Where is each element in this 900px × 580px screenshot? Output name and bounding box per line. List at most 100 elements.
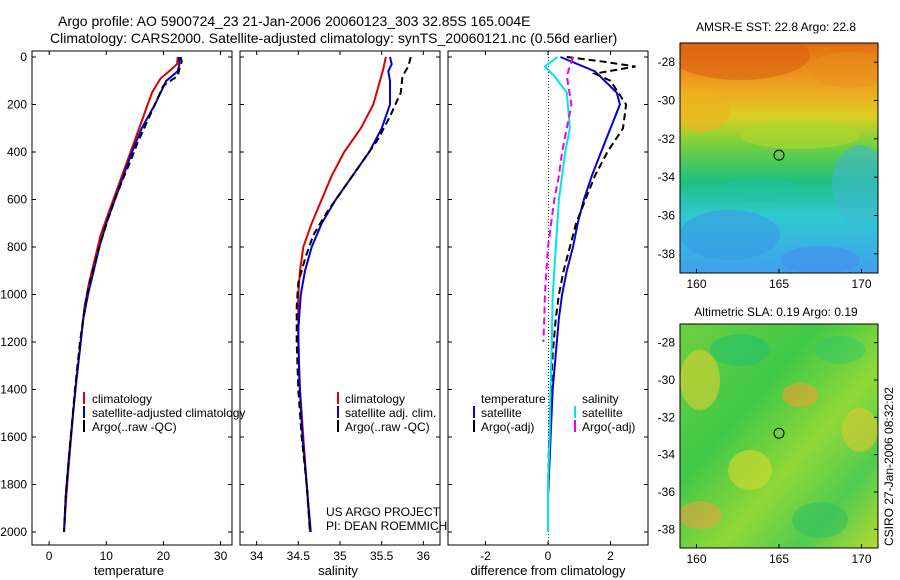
map-y-tick-label: -28: [658, 336, 676, 350]
map-y-tick-label: -36: [658, 209, 676, 223]
side-stamp: CSIRO 27-Jan-2006 08:32:02: [882, 387, 896, 546]
y-tick-label: 400: [7, 145, 27, 159]
map-y-tick-label: -32: [658, 410, 676, 424]
y-tick-label: 800: [7, 240, 27, 254]
sla-map-axes: 160 165 170 -28 -30 -32 -34 -36 -38: [658, 336, 878, 566]
series-line: [542, 56, 574, 343]
legend-heading-temperature: temperature: [481, 392, 546, 406]
x-tick-label: 0: [545, 549, 552, 563]
y-tick-label: 1400: [0, 383, 27, 397]
map-x-tick-label: 160: [686, 277, 706, 291]
map-y-tick-label: -32: [658, 132, 676, 146]
x-tick-label: 35: [333, 549, 347, 563]
project-note-line-2: PI: DEAN ROEMMICH: [326, 519, 447, 533]
x-tick-label: 20: [157, 549, 171, 563]
sst-argo-location-marker: [773, 149, 785, 161]
legend-label-climatology: climatology: [345, 392, 405, 406]
x-tick-label: -2: [480, 549, 491, 563]
sst-cool-patch: [740, 121, 860, 149]
series-line: [297, 56, 393, 533]
sst-mid-patch: [720, 178, 800, 202]
y-tick-label: 200: [7, 98, 27, 112]
sla-high-patch: [680, 501, 722, 529]
sst-map-axes: 160 165 170 -28 -30 -32 -34 -36 -38: [658, 55, 878, 291]
sla-high-patch: [842, 408, 878, 452]
sst-map: [680, 43, 878, 273]
header-line-1: Argo profile: AO 5900724_23 21-Jan-2006 …: [58, 13, 531, 29]
legend-label-satellite-adj: satellite adj. clim.: [345, 406, 436, 420]
series-line: [547, 56, 621, 532]
salinity-series: [295, 56, 412, 533]
map-x-tick-label: 165: [769, 552, 789, 566]
difference-x-axis: -2 0 2: [480, 51, 614, 563]
legend-label-temp-satellite: satellite: [481, 406, 522, 420]
map-y-tick-label: -36: [658, 485, 676, 499]
salinity-axis-label: salinity: [318, 563, 358, 578]
legend-label-sal-satellite: satellite: [582, 406, 623, 420]
x-tick-label: 10: [100, 549, 114, 563]
x-tick-label: 34.5: [287, 549, 311, 563]
series-line: [295, 56, 412, 533]
difference-legend: temperature salinity satellite satellite…: [473, 392, 635, 434]
temperature-panel: [31, 50, 233, 546]
sla-high-patch: [728, 450, 772, 490]
x-tick-label: 36: [417, 549, 431, 563]
project-note-line-1: US ARGO PROJECT: [326, 505, 441, 519]
legend-heading-salinity: salinity: [582, 392, 619, 406]
legend-label-climatology: climatology: [92, 392, 152, 406]
sla-low-patch: [792, 502, 848, 538]
map-x-tick-label: 165: [769, 277, 789, 291]
x-tick-label: 30: [214, 549, 228, 563]
temperature-legend: climatology satellite-adjusted climatolo…: [83, 392, 245, 434]
legend-label-satellite-adjusted: satellite-adjusted climatology: [92, 406, 245, 420]
sla-argo-location-marker: [773, 427, 785, 439]
y-tick-label: 1000: [0, 288, 27, 302]
series-line: [297, 56, 387, 533]
map-y-tick-label: -30: [658, 373, 676, 387]
y-tick-label: 1200: [0, 335, 27, 349]
map-y-tick-label: -28: [658, 55, 676, 69]
map-x-tick-label: 170: [851, 552, 871, 566]
depth-axis: 0 200 400 600 800 1000 1200 1400 1600 1800 2000: [0, 50, 648, 539]
y-tick-label: 0: [20, 50, 27, 64]
series-line: [63, 56, 179, 533]
y-tick-label: 1800: [0, 478, 27, 492]
salinity-x-axis: 34 34.5 35 35.5 36: [250, 51, 430, 563]
map-y-tick-label: -34: [658, 170, 676, 184]
temperature-series: [63, 56, 183, 533]
y-tick-label: 2000: [0, 525, 27, 539]
y-tick-label: 1600: [0, 430, 27, 444]
sst-warm-patch: [680, 88, 730, 132]
sla-low-patch: [710, 334, 770, 366]
difference-series: [542, 56, 636, 532]
x-tick-label: 34: [250, 549, 264, 563]
series-line: [63, 56, 181, 533]
map-x-tick-label: 160: [686, 552, 706, 566]
salinity-panel: [239, 50, 441, 546]
sst-cool-patch: [680, 210, 780, 260]
y-tick-label: 600: [7, 193, 27, 207]
temperature-x-axis: 0 10 20 30: [46, 51, 228, 563]
sst-warm-patch: [810, 52, 878, 88]
difference-axis-label: difference from climatology: [470, 563, 626, 578]
series-line: [543, 56, 571, 532]
sst-warm-patch: [680, 43, 810, 80]
sla-low-patch: [815, 336, 865, 364]
series-line: [63, 56, 183, 533]
sla-map: [680, 324, 878, 548]
sla-map-title: Altimetric SLA: 0.19 Argo: 0.19: [694, 305, 858, 319]
legend-label-argo: Argo(..raw -QC): [92, 420, 177, 434]
map-x-tick-label: 170: [851, 277, 871, 291]
legend-label-argo: Argo(..raw -QC): [345, 420, 430, 434]
map-y-tick-label: -38: [658, 247, 676, 261]
x-tick-label: 2: [607, 549, 614, 563]
salinity-legend: climatology satellite adj. clim. Argo(..…: [337, 392, 436, 434]
x-tick-label: 0: [46, 549, 53, 563]
sst-cool-patch: [832, 145, 878, 225]
map-y-tick-label: -38: [658, 522, 676, 536]
sla-high-patch: [680, 350, 720, 410]
legend-label-temp-argo: Argo(-adj): [481, 420, 534, 434]
sst-map-title: AMSR-E SST: 22.8 Argo: 22.8: [696, 20, 856, 34]
map-y-tick-label: -30: [658, 94, 676, 108]
